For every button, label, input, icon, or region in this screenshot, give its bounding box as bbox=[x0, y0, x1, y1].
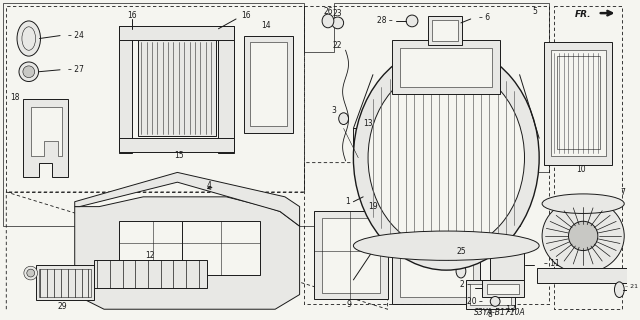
Bar bbox=[383, 153, 400, 164]
Ellipse shape bbox=[27, 269, 35, 277]
Ellipse shape bbox=[406, 15, 418, 27]
Text: 28 –: 28 – bbox=[377, 16, 392, 25]
Bar bbox=[537, 268, 629, 283]
Text: 7: 7 bbox=[621, 188, 626, 197]
Ellipse shape bbox=[542, 194, 624, 213]
Ellipse shape bbox=[568, 221, 598, 251]
Text: 22: 22 bbox=[333, 41, 342, 50]
Ellipse shape bbox=[17, 21, 40, 56]
Bar bbox=[557, 56, 600, 149]
Bar bbox=[38, 269, 92, 297]
Ellipse shape bbox=[322, 14, 334, 28]
Bar bbox=[551, 50, 605, 156]
Text: 5: 5 bbox=[533, 7, 538, 16]
Text: 13: 13 bbox=[364, 119, 373, 128]
Text: 4: 4 bbox=[206, 180, 211, 190]
Bar bbox=[431, 20, 458, 42]
Text: 10: 10 bbox=[577, 165, 586, 174]
Bar bbox=[94, 260, 207, 288]
Bar bbox=[119, 26, 234, 39]
Text: 25: 25 bbox=[456, 247, 466, 256]
Ellipse shape bbox=[614, 282, 624, 298]
Bar bbox=[483, 280, 524, 298]
Bar bbox=[119, 138, 234, 152]
Text: 12: 12 bbox=[145, 251, 155, 260]
Bar bbox=[487, 284, 518, 293]
Polygon shape bbox=[23, 99, 68, 177]
Text: FR.: FR. bbox=[575, 10, 591, 19]
Bar bbox=[244, 36, 292, 133]
Bar bbox=[138, 40, 216, 136]
Polygon shape bbox=[31, 107, 62, 156]
Ellipse shape bbox=[22, 27, 36, 50]
Ellipse shape bbox=[339, 113, 349, 124]
Bar bbox=[392, 40, 500, 94]
Text: 16: 16 bbox=[241, 11, 251, 20]
Text: – 6: – 6 bbox=[479, 12, 490, 21]
Text: 14: 14 bbox=[262, 21, 271, 30]
Text: 26: 26 bbox=[323, 7, 333, 16]
Ellipse shape bbox=[23, 66, 35, 78]
Ellipse shape bbox=[24, 266, 38, 280]
Text: 23: 23 bbox=[333, 9, 342, 18]
Polygon shape bbox=[75, 197, 300, 309]
Bar bbox=[357, 132, 379, 154]
Text: 16: 16 bbox=[127, 11, 137, 20]
Bar bbox=[466, 280, 515, 309]
Bar bbox=[250, 43, 287, 126]
Bar bbox=[353, 128, 383, 158]
Text: – 17: – 17 bbox=[500, 305, 516, 314]
Text: 15: 15 bbox=[175, 151, 184, 160]
Bar bbox=[400, 48, 492, 87]
Ellipse shape bbox=[490, 297, 500, 306]
Text: – 11: – 11 bbox=[544, 259, 560, 268]
Text: 29: 29 bbox=[57, 302, 67, 311]
Bar bbox=[119, 26, 132, 153]
Polygon shape bbox=[322, 218, 380, 292]
Bar bbox=[544, 43, 612, 164]
Text: 18: 18 bbox=[10, 93, 20, 102]
Polygon shape bbox=[392, 226, 481, 304]
Text: 9: 9 bbox=[346, 300, 351, 309]
Bar bbox=[490, 251, 525, 280]
Ellipse shape bbox=[332, 17, 344, 29]
Bar bbox=[182, 221, 260, 275]
Bar bbox=[218, 26, 234, 153]
Bar bbox=[428, 16, 462, 45]
Text: S3YA-B1710A: S3YA-B1710A bbox=[474, 308, 526, 317]
Ellipse shape bbox=[456, 264, 466, 278]
Ellipse shape bbox=[353, 45, 539, 270]
Text: 20 –: 20 – bbox=[467, 297, 483, 306]
Polygon shape bbox=[75, 172, 300, 226]
Ellipse shape bbox=[368, 65, 525, 251]
Ellipse shape bbox=[353, 231, 539, 260]
Text: – 24: – 24 bbox=[68, 31, 84, 40]
Bar bbox=[119, 221, 187, 275]
Ellipse shape bbox=[542, 199, 624, 273]
Ellipse shape bbox=[384, 166, 403, 198]
Text: 3: 3 bbox=[332, 106, 336, 115]
Ellipse shape bbox=[19, 62, 38, 82]
Text: 1: 1 bbox=[345, 197, 349, 206]
Text: 19: 19 bbox=[368, 202, 378, 211]
Bar bbox=[470, 284, 511, 305]
Polygon shape bbox=[314, 212, 388, 300]
Text: – 27: – 27 bbox=[68, 65, 84, 74]
Polygon shape bbox=[400, 233, 473, 298]
Text: 2 –: 2 – bbox=[460, 280, 470, 289]
Text: 8: 8 bbox=[488, 310, 493, 319]
Bar bbox=[378, 158, 409, 202]
Text: – 21: – 21 bbox=[625, 284, 638, 289]
Bar bbox=[36, 265, 94, 300]
